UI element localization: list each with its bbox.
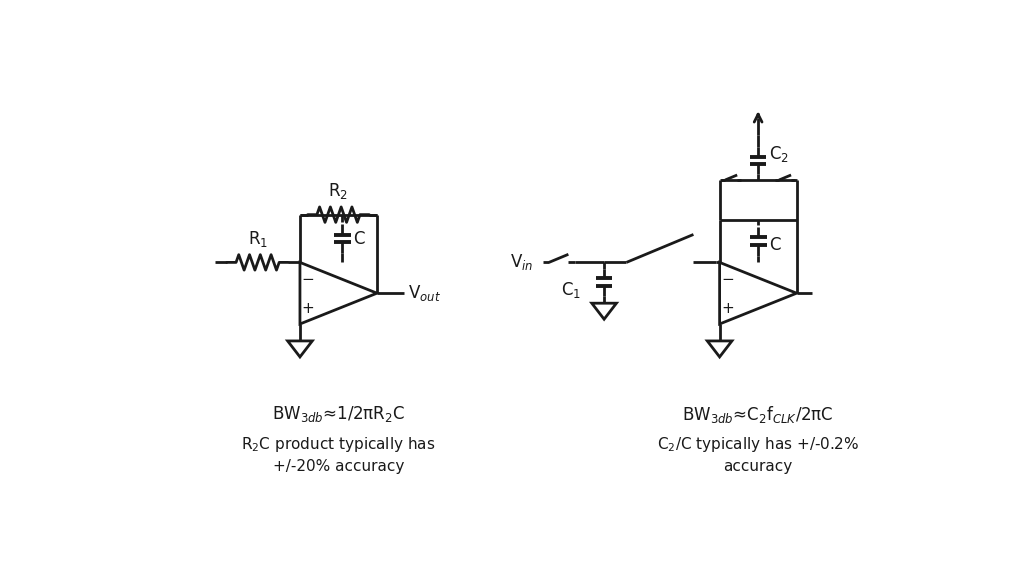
- Text: C$_2$: C$_2$: [769, 144, 788, 164]
- Text: $-$: $-$: [301, 270, 314, 285]
- Text: $-$: $-$: [721, 270, 734, 285]
- Text: BW$_{3db}$≈1/2πR$_2$C: BW$_{3db}$≈1/2πR$_2$C: [272, 404, 404, 424]
- Text: accuracy: accuracy: [724, 459, 793, 474]
- Text: V$_{out}$: V$_{out}$: [408, 283, 440, 303]
- Text: R$_2$C product typically has: R$_2$C product typically has: [242, 435, 436, 454]
- Text: $+$: $+$: [721, 301, 734, 316]
- Text: C$_1$: C$_1$: [561, 280, 581, 300]
- Text: R$_2$: R$_2$: [329, 181, 348, 201]
- Text: +/-20% accuracy: +/-20% accuracy: [272, 459, 404, 474]
- Text: V$_{in}$: V$_{in}$: [510, 252, 534, 272]
- Text: R$_1$: R$_1$: [248, 229, 267, 248]
- Text: C: C: [353, 229, 365, 248]
- Text: C: C: [769, 236, 780, 254]
- Text: BW$_{3db}$≈C$_2$f$_{CLK}$/2πC: BW$_{3db}$≈C$_2$f$_{CLK}$/2πC: [682, 404, 834, 425]
- Text: $+$: $+$: [301, 301, 314, 316]
- Text: C$_2$/C typically has +/-0.2%: C$_2$/C typically has +/-0.2%: [657, 435, 859, 454]
